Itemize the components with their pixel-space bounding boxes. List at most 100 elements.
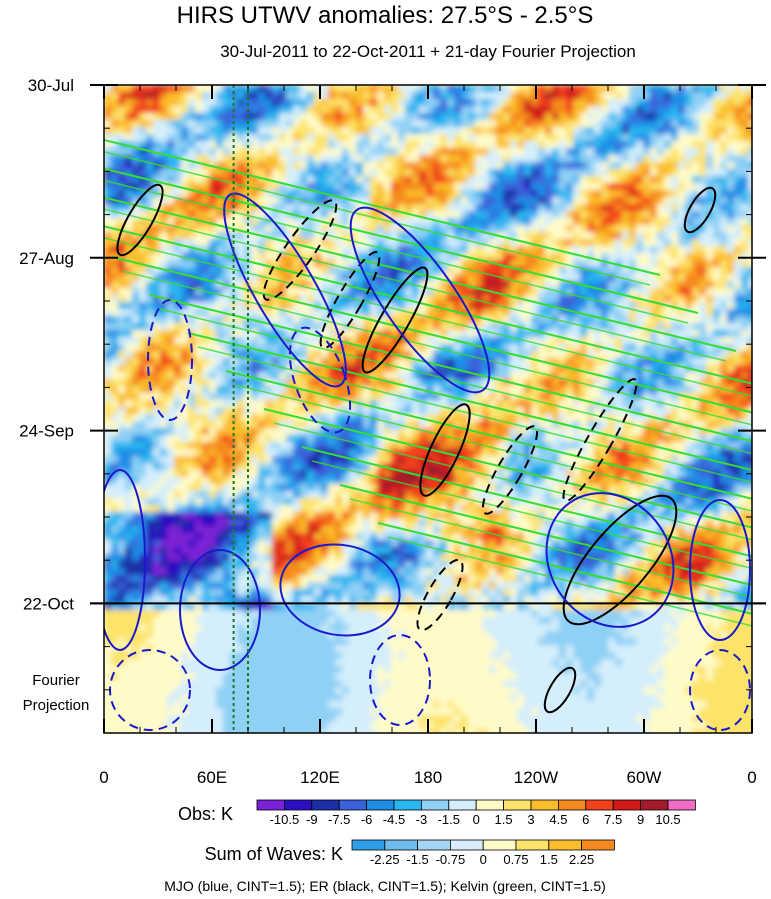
field-cell xyxy=(139,176,147,184)
field-cell xyxy=(468,400,476,408)
field-cell xyxy=(146,330,154,338)
field-cell xyxy=(531,365,539,373)
field-cell xyxy=(748,85,752,93)
field-cell xyxy=(496,281,504,289)
field-cell xyxy=(468,246,476,254)
field-cell xyxy=(706,330,714,338)
field-cell xyxy=(601,246,609,254)
field-cell xyxy=(685,134,693,142)
field-cell xyxy=(349,302,357,310)
field-cell xyxy=(111,218,119,226)
field-cell xyxy=(160,400,168,408)
field-cell xyxy=(713,253,721,261)
field-cell xyxy=(293,316,301,324)
field-cell xyxy=(496,176,504,184)
field-cell xyxy=(349,358,357,366)
field-cell xyxy=(580,99,588,107)
field-cell xyxy=(496,190,504,198)
field-cell xyxy=(566,449,574,457)
field-cell xyxy=(202,113,210,121)
field-cell xyxy=(405,302,413,310)
field-cell xyxy=(335,155,343,163)
field-cell xyxy=(146,449,154,457)
field-cell xyxy=(153,435,161,443)
field-cell xyxy=(132,330,140,338)
field-cell xyxy=(706,379,714,387)
field-cell xyxy=(608,295,616,303)
field-cell xyxy=(216,302,224,310)
field-cell xyxy=(356,288,364,296)
field-cell xyxy=(314,414,322,422)
field-cell xyxy=(573,99,581,107)
field-cell xyxy=(447,337,455,345)
field-cell xyxy=(531,337,539,345)
field-cell xyxy=(741,204,749,212)
field-cell xyxy=(559,407,567,415)
field-cell xyxy=(664,449,672,457)
field-cell xyxy=(482,393,490,401)
field-cell xyxy=(370,344,378,352)
field-cell xyxy=(685,190,693,198)
field-cell xyxy=(405,218,413,226)
field-cell xyxy=(377,239,385,247)
field-cell xyxy=(440,316,448,324)
field-cell xyxy=(538,407,546,415)
field-cell xyxy=(748,106,752,114)
field-cell xyxy=(447,295,455,303)
field-cell xyxy=(475,127,483,135)
field-cell xyxy=(251,421,259,429)
field-cell xyxy=(720,323,728,331)
field-cell xyxy=(223,274,231,282)
field-cell xyxy=(643,169,651,177)
field-cell xyxy=(426,141,434,149)
field-cell xyxy=(517,99,525,107)
field-cell xyxy=(272,239,280,247)
field-cell xyxy=(349,155,357,163)
field-cell xyxy=(741,92,749,100)
field-cell xyxy=(167,393,175,401)
field-cell xyxy=(342,155,350,163)
field-cell xyxy=(559,442,567,450)
field-cell xyxy=(601,120,609,128)
field-cell xyxy=(510,435,518,443)
field-cell xyxy=(685,127,693,135)
field-cell xyxy=(279,155,287,163)
field-cell xyxy=(412,351,420,359)
field-cell xyxy=(447,253,455,261)
field-cell xyxy=(412,379,420,387)
field-cell xyxy=(447,407,455,415)
field-cell xyxy=(503,400,511,408)
field-cell xyxy=(216,407,224,415)
field-cell xyxy=(349,253,357,261)
field-cell xyxy=(447,204,455,212)
field-cell xyxy=(125,85,133,93)
field-cell xyxy=(559,169,567,177)
field-cell xyxy=(153,127,161,135)
field-cell xyxy=(139,337,147,345)
field-cell xyxy=(594,85,602,93)
field-cell xyxy=(356,190,364,198)
field-cell xyxy=(615,351,623,359)
field-cell xyxy=(300,435,308,443)
field-cell xyxy=(335,344,343,352)
field-cell xyxy=(272,148,280,156)
field-cell xyxy=(447,386,455,394)
field-cell xyxy=(160,106,168,114)
field-cell xyxy=(629,239,637,247)
field-cell xyxy=(307,393,315,401)
field-cell xyxy=(286,183,294,191)
field-cell xyxy=(573,162,581,170)
field-cell xyxy=(636,337,644,345)
field-cell xyxy=(713,141,721,149)
field-cell xyxy=(440,456,448,464)
field-cell xyxy=(391,204,399,212)
field-cell xyxy=(335,120,343,128)
field-cell xyxy=(685,414,693,422)
field-cell xyxy=(153,141,161,149)
field-cell xyxy=(202,393,210,401)
field-cell xyxy=(468,190,476,198)
field-cell xyxy=(216,351,224,359)
field-cell xyxy=(272,337,280,345)
field-cell xyxy=(258,428,266,436)
field-cell xyxy=(202,442,210,450)
